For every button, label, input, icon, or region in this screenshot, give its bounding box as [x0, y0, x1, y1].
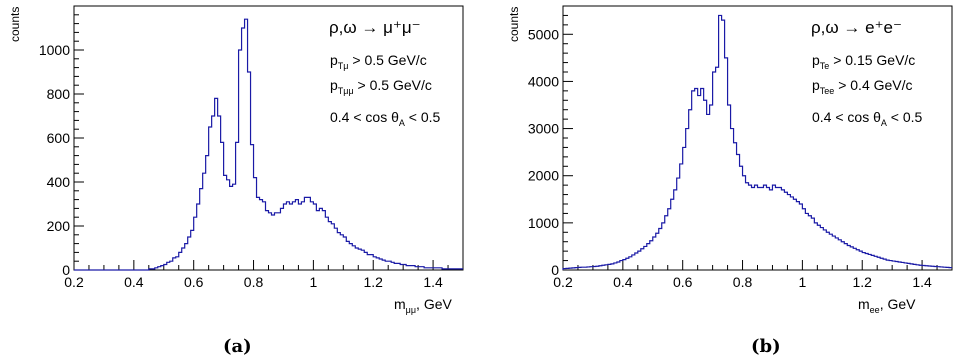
- x-tick-label: 1: [798, 274, 806, 290]
- y-tick-label: 0: [551, 262, 559, 278]
- x-axis-label-unit-a: , GeV: [416, 296, 452, 312]
- cut2-main-b: p: [812, 77, 820, 93]
- cut3-left-b: 0.4 < cos θ: [812, 109, 881, 125]
- cut3-b: 0.4 < cos θA < 0.5: [812, 109, 922, 131]
- y-tick-label: 4000: [528, 73, 559, 89]
- y-axis-label-b: counts: [507, 6, 521, 42]
- plot-frame: [562, 5, 953, 271]
- cut1-main-b: p: [812, 52, 820, 68]
- panel-b: 0.2 0.4 0.6 0.8 1 1.2 1.4 0 1000 2000 3000 4000 5000…: [477, 0, 954, 364]
- x-tick-label: 1.2: [852, 274, 872, 290]
- y-tick-label: 5000: [528, 26, 559, 42]
- x-tick-label: 0.4: [613, 274, 633, 290]
- cut3-left-a: 0.4 < cos θ: [330, 109, 399, 125]
- x-tick-label: 0.4: [124, 274, 144, 290]
- histogram-series: [562, 14, 952, 270]
- cut2-a: pTμμ > 0.5 GeV/c: [330, 77, 432, 99]
- y-tick-label: 400: [47, 174, 71, 190]
- cut1-sub-a: Tμ: [337, 61, 349, 71]
- histogram-b: 0.2 0.4 0.6 0.8 1 1.2 1.4 0 1000 2000 3000 4000 5000: [528, 5, 953, 290]
- x-axis-label-sub-a: μμ: [405, 305, 417, 315]
- cut2-rest-a: > 0.5 GeV/c: [353, 77, 432, 93]
- y-tick-label: 600: [47, 130, 71, 146]
- y-tick-label: 1000: [528, 215, 559, 231]
- x-tick-label: 1.2: [363, 274, 383, 290]
- cut1-sub-b: Te: [819, 61, 830, 71]
- cut2-rest-b: > 0.4 GeV/c: [834, 77, 913, 93]
- process-label-b: ρ,ω → e⁺e⁻: [811, 18, 902, 37]
- x-axis-label-b: mee, GeV: [858, 296, 915, 315]
- x-axis-label-unit-b: , GeV: [879, 296, 916, 312]
- cut2-sub-b: Tee: [819, 86, 835, 96]
- y-tick-label: 1000: [39, 42, 70, 58]
- x-tick-label: 1.4: [423, 274, 443, 290]
- cut3-right-b: < 0.5: [886, 109, 923, 125]
- x-tick-label: 0.2: [553, 274, 573, 290]
- x-tick-label: 1: [309, 274, 317, 290]
- cut1-rest-a: > 0.5 GeV/c: [348, 52, 427, 68]
- cut2-b: pTee > 0.4 GeV/c: [812, 77, 913, 99]
- cut1-a: pTμ > 0.5 GeV/c: [330, 52, 427, 74]
- y-tick-label: 0: [62, 262, 70, 278]
- x-tick-label: 0.6: [184, 274, 204, 290]
- panel-a: 0.2 0.4 0.6 0.8 1 1.2 1.4 0 200 400 600 800 1000 cou…: [0, 0, 477, 364]
- x-axis-label-sub-b: ee: [869, 305, 880, 315]
- cut3-right-a: < 0.5: [404, 109, 441, 125]
- histogram-series: [74, 18, 463, 271]
- x-axis-label-main-b: m: [858, 296, 870, 312]
- x-axis-label-main-a: m: [394, 296, 406, 312]
- caption-b: (b): [751, 336, 781, 357]
- x-axis-label-a: mμμ, GeV: [394, 296, 452, 315]
- y-tick-label: 3000: [528, 121, 559, 137]
- y-tick-label: 2000: [528, 168, 559, 184]
- y-tick-label: 800: [47, 86, 71, 102]
- x-tick-label: 0.8: [733, 274, 753, 290]
- cut1-b: pTe > 0.15 GeV/c: [812, 52, 915, 74]
- x-tick-label: 0.6: [673, 274, 693, 290]
- cut3-a: 0.4 < cos θA < 0.5: [330, 109, 440, 131]
- plot-frame: [73, 5, 464, 271]
- y-tick-label: 200: [47, 218, 71, 234]
- x-tick-label: 0.8: [244, 274, 264, 290]
- cut1-rest-b: > 0.15 GeV/c: [829, 52, 916, 68]
- histogram-a: 0.2 0.4 0.6 0.8 1 1.2 1.4 0 200 400 600 800 1000: [39, 5, 464, 290]
- cut1-main-a: p: [330, 52, 338, 68]
- cut2-sub-a: Tμμ: [337, 86, 354, 96]
- x-tick-label: 1.4: [912, 274, 932, 290]
- caption-a: (a): [223, 336, 252, 357]
- y-axis-label-a: counts: [8, 6, 22, 42]
- x-tick-label: 0.2: [64, 274, 84, 290]
- process-label-a: ρ,ω → μ⁺μ⁻: [329, 18, 421, 37]
- cut3-sub-a: A: [398, 118, 405, 128]
- cut2-main-a: p: [330, 77, 338, 93]
- cut3-sub-b: A: [880, 118, 887, 128]
